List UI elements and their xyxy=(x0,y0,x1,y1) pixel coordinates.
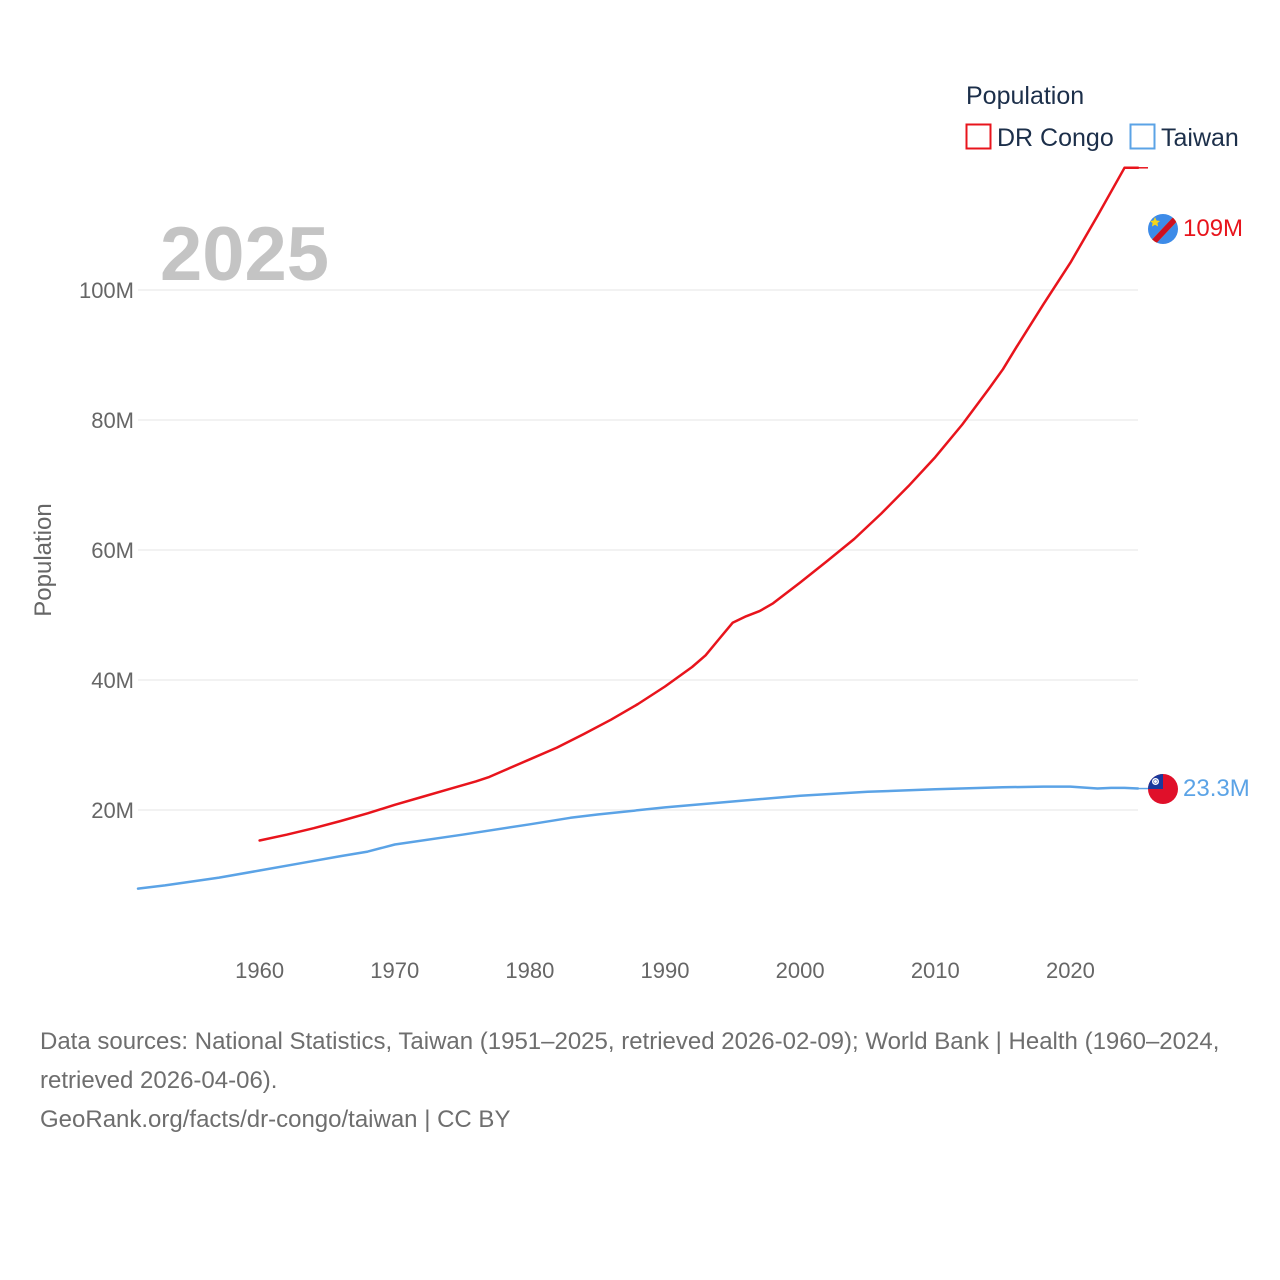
credit-link[interactable]: GeoRank.org/facts/dr-congo/taiwan | CC B… xyxy=(40,1106,511,1133)
y-tick-label-100M: 100M xyxy=(79,278,134,303)
legend-item-taiwan[interactable]: Taiwan xyxy=(1129,123,1239,152)
current-year-label: 2025 xyxy=(160,212,329,297)
x-tick-label-2010: 2010 xyxy=(911,958,960,983)
legend-title: Population xyxy=(966,82,1084,110)
y-tick-label-80M: 80M xyxy=(91,408,134,433)
taiwan-end-label: 23.3M xyxy=(1183,775,1250,802)
y-tick-label-40M: 40M xyxy=(91,668,134,693)
x-tick-label-1990: 1990 xyxy=(641,958,690,983)
x-tick-label-1960: 1960 xyxy=(235,958,284,983)
legend-label-taiwan: Taiwan xyxy=(1161,124,1239,152)
y-axis-ticks: 20M 40M 60M 80M 100M xyxy=(79,278,134,823)
series-line-taiwan xyxy=(136,785,1140,890)
gridlines xyxy=(138,289,1138,811)
x-tick-label-1970: 1970 xyxy=(370,958,419,983)
data-sources-text: Data sources: National Statistics, Taiwa… xyxy=(40,1028,1220,1094)
legend-item-dr-congo[interactable]: DR Congo xyxy=(965,123,1114,152)
series-line-dr-congo xyxy=(258,166,1140,842)
footer: Data sources: National Statistics, Taiwa… xyxy=(40,1022,1250,1139)
taiwan-flag-icon xyxy=(1148,774,1178,804)
x-tick-label-1980: 1980 xyxy=(505,958,554,983)
x-axis-ticks: 1960 1970 1980 1990 2000 2010 2020 xyxy=(235,958,1095,983)
y-tick-label-60M: 60M xyxy=(91,538,134,563)
legend-label-dr-congo: DR Congo xyxy=(997,124,1114,152)
y-axis-label: Population xyxy=(30,503,57,616)
dr-congo-flag-icon xyxy=(1148,214,1178,244)
series-lines xyxy=(136,166,1148,890)
legend-swatch-dr-congo xyxy=(965,123,992,150)
legend-swatch-taiwan xyxy=(1129,123,1156,150)
line-chart: 20M 40M 60M 80M 100M 1960 1970 1980 1990 2000 201… xyxy=(30,82,1250,983)
y-tick-label-20M: 20M xyxy=(91,798,134,823)
x-tick-label-2000: 2000 xyxy=(776,958,825,983)
legend: Population DR Congo Taiwan xyxy=(965,82,1239,152)
x-tick-label-2020: 2020 xyxy=(1046,958,1095,983)
dr-congo-end-label: 109M xyxy=(1183,215,1243,242)
